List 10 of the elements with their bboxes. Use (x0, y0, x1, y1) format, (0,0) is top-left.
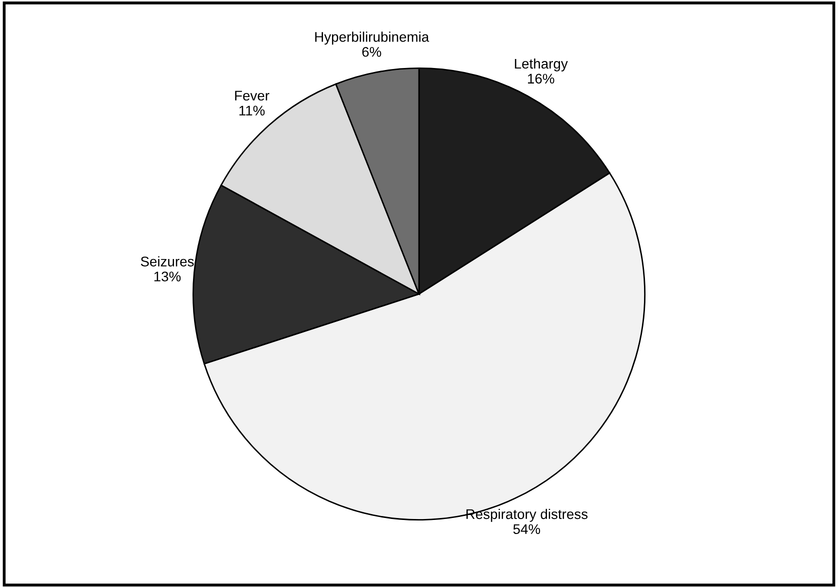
slice-label: Respiratory distress (466, 508, 588, 522)
slice-label: Lethargy (514, 58, 568, 72)
slice-label: Fever (235, 90, 270, 101)
data-label: 6% (362, 46, 382, 57)
data-label: 13% (154, 272, 181, 282)
data-label: 54% (513, 524, 540, 534)
data-label: 11% (239, 106, 265, 116)
slice-label: Hyperbilirubinemia (315, 32, 430, 45)
data-label: 16% (528, 74, 554, 84)
slice-label: Seizures (140, 256, 194, 266)
